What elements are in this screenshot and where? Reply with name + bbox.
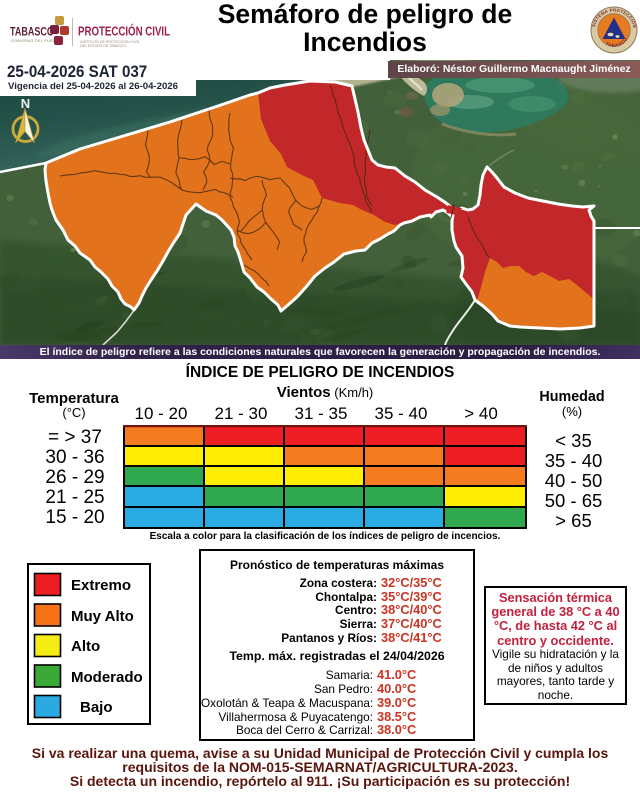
svg-text:N: N (21, 96, 30, 111)
